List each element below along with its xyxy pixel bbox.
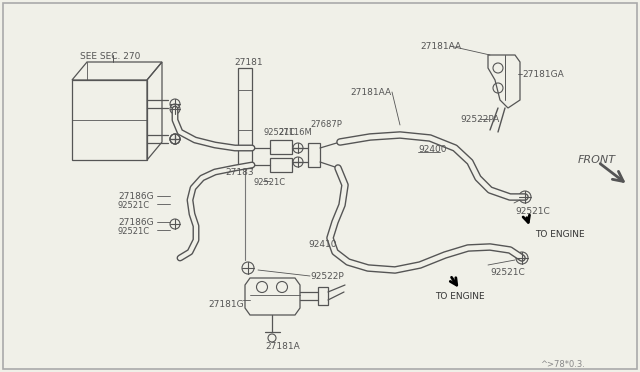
Text: 92400: 92400 bbox=[418, 145, 447, 154]
Text: 92521C: 92521C bbox=[118, 201, 150, 210]
Text: ^>78*0.3.: ^>78*0.3. bbox=[540, 360, 585, 369]
Text: 92521C: 92521C bbox=[490, 268, 525, 277]
Text: 92522P: 92522P bbox=[310, 272, 344, 281]
Text: 92521C: 92521C bbox=[253, 178, 285, 187]
Bar bbox=[308, 143, 320, 167]
Text: 27181A: 27181A bbox=[265, 342, 300, 351]
Text: 92410: 92410 bbox=[308, 240, 337, 249]
Text: 27181AA: 27181AA bbox=[420, 42, 461, 51]
Text: FRONT: FRONT bbox=[578, 155, 616, 165]
Text: TO ENGINE: TO ENGINE bbox=[535, 230, 584, 239]
Bar bbox=[270, 158, 292, 172]
Text: 27183: 27183 bbox=[225, 168, 253, 177]
Text: 27181G: 27181G bbox=[208, 300, 244, 309]
Text: 27116M: 27116M bbox=[278, 128, 312, 137]
Text: 27181AA: 27181AA bbox=[350, 88, 391, 97]
Bar bbox=[72, 80, 147, 160]
Text: 92521C: 92521C bbox=[515, 207, 550, 216]
Bar bbox=[318, 287, 328, 305]
Bar bbox=[238, 68, 252, 168]
Text: SEE SEC. 270: SEE SEC. 270 bbox=[80, 52, 140, 61]
Text: 27181GA: 27181GA bbox=[522, 70, 564, 79]
Text: TO ENGINE: TO ENGINE bbox=[435, 292, 484, 301]
Text: 27186G: 27186G bbox=[118, 218, 154, 227]
Bar bbox=[270, 140, 292, 154]
Text: 27181: 27181 bbox=[234, 58, 262, 67]
Text: 27186G: 27186G bbox=[118, 192, 154, 201]
Text: 92521C: 92521C bbox=[263, 128, 295, 137]
Text: 92521C: 92521C bbox=[118, 227, 150, 236]
Text: 27687P: 27687P bbox=[310, 120, 342, 129]
Text: 92522PA: 92522PA bbox=[460, 115, 499, 124]
